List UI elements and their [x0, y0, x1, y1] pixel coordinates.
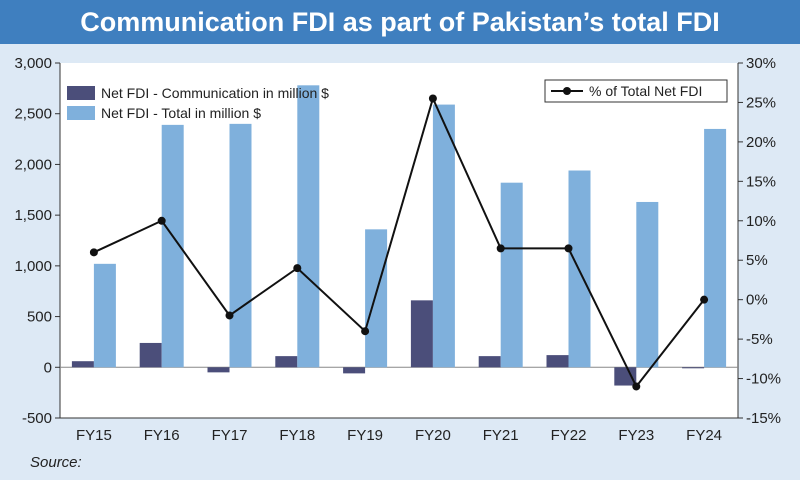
right-tick-label: 20% — [746, 134, 776, 151]
bar-communication — [478, 356, 501, 368]
bar-communication — [410, 300, 433, 368]
bar-total — [297, 85, 320, 368]
category-label: FY18 — [279, 427, 315, 444]
right-tick-label: -10% — [746, 371, 781, 388]
right-tick-label: -5% — [746, 331, 773, 348]
right-tick-label: -15% — [746, 410, 781, 427]
bar-total — [93, 263, 116, 368]
bar-communication — [682, 367, 705, 369]
bar-communication — [139, 342, 162, 368]
line-point — [428, 94, 437, 103]
legend-label-total: Net FDI - Total in million $ — [101, 105, 261, 121]
right-tick-label: 15% — [746, 173, 776, 190]
line-point — [361, 327, 370, 336]
legend-swatch-total — [67, 106, 95, 120]
bar-total — [365, 229, 388, 368]
bar-communication — [275, 356, 298, 368]
line-point — [157, 216, 166, 225]
legend-box-pct — [544, 79, 728, 103]
line-point — [632, 382, 641, 391]
bar-total — [161, 124, 184, 368]
category-label: FY19 — [347, 427, 383, 444]
bar-communication — [71, 361, 94, 368]
category-label: FY15 — [76, 427, 112, 444]
bar-total — [432, 104, 455, 368]
line-point — [496, 244, 505, 253]
source-label: Source: — [30, 454, 82, 471]
left-tick-label: 3,000 — [14, 55, 52, 72]
left-tick-label: -500 — [22, 410, 52, 427]
left-tick-label: 2,500 — [14, 106, 52, 123]
chart-title: Communication FDI as part of Pakistan’s … — [0, 0, 800, 44]
bar-communication — [546, 355, 569, 368]
line-point — [700, 295, 709, 304]
bar-total — [636, 201, 659, 368]
right-tick-label: 5% — [746, 252, 768, 269]
left-tick-label: 1,000 — [14, 258, 52, 275]
category-label: FY22 — [551, 427, 587, 444]
legend-label-pct: % of Total Net FDI — [589, 83, 702, 99]
bar-total — [229, 123, 252, 368]
category-label: FY16 — [144, 427, 180, 444]
legend-swatch-communication — [67, 86, 95, 100]
line-point — [225, 311, 234, 320]
left-tick-label: 2,000 — [14, 156, 52, 173]
right-tick-label: 0% — [746, 292, 768, 309]
right-tick-label: 25% — [746, 94, 776, 111]
left-tick-label: 1,500 — [14, 207, 52, 224]
left-tick-label: 500 — [27, 309, 52, 326]
bar-communication — [207, 367, 230, 373]
category-label: FY21 — [483, 427, 519, 444]
right-tick-label: 30% — [746, 55, 776, 72]
legend-label-communication: Net FDI - Communication in million $ — [101, 85, 329, 101]
line-point — [564, 244, 573, 253]
category-label: FY23 — [618, 427, 654, 444]
bar-total — [704, 128, 727, 368]
category-label: FY24 — [686, 427, 722, 444]
line-point — [89, 248, 98, 257]
line-pct-total — [93, 95, 705, 389]
legend-marker-pct — [563, 87, 571, 95]
bar-total — [500, 182, 523, 368]
right-tick-label: 10% — [746, 213, 776, 230]
left-tick-label: 0 — [44, 359, 52, 376]
category-label: FY20 — [415, 427, 451, 444]
category-label: FY17 — [212, 427, 248, 444]
line-point — [293, 264, 302, 273]
bar-communication — [614, 367, 637, 386]
bar-communication — [343, 367, 366, 374]
